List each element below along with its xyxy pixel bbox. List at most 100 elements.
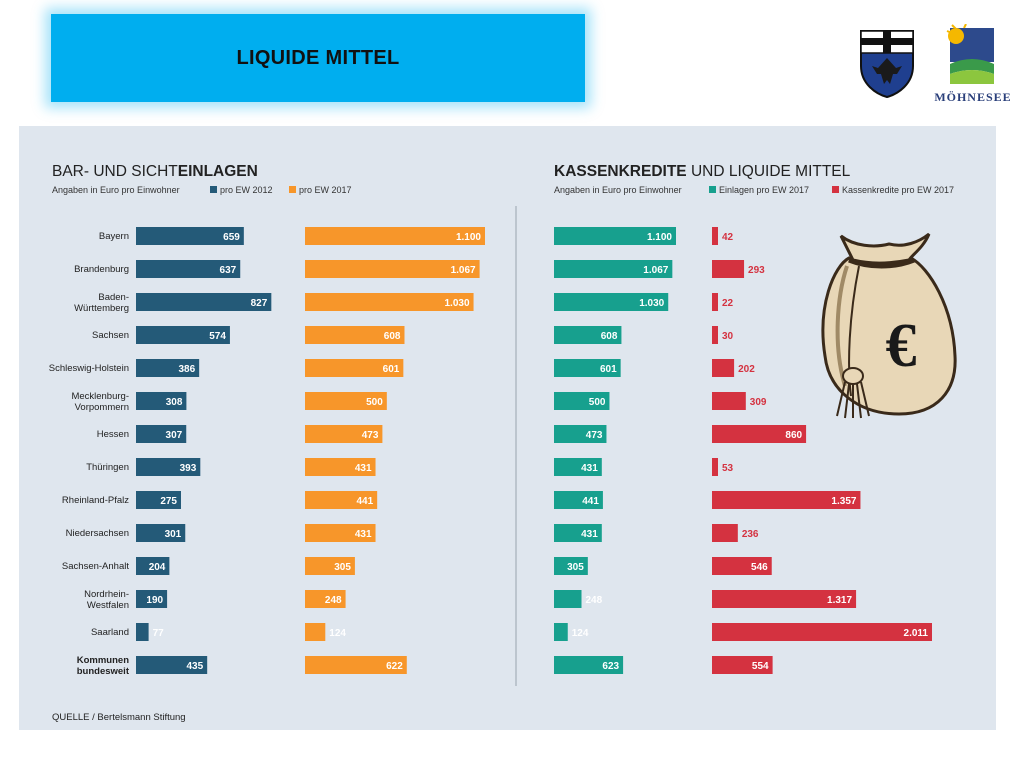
bar-right-einlagen — [554, 326, 622, 344]
data-label-left-2017: 1.030 — [445, 298, 470, 309]
data-label-right-kassenkredite: 309 — [750, 397, 767, 408]
bar-right-einlagen — [554, 656, 624, 674]
data-label-right-kassenkredite: 293 — [748, 265, 765, 276]
left-chart-title: BAR- UND SICHTEINLAGEN — [52, 163, 258, 180]
data-label-left-2017: 431 — [355, 529, 372, 540]
chart-canvas: BAR- UND SICHTEINLAGEN Angaben in Euro p… — [49, 163, 957, 723]
data-label-left-2012: 637 — [220, 265, 237, 276]
data-label-left-2017: 305 — [334, 562, 351, 573]
data-label-right-einlagen: 1.067 — [643, 265, 668, 276]
category-label: Sachsen — [92, 330, 129, 341]
right-legend-label-kassenkredite: Kassenkredite pro EW 2017 — [842, 185, 954, 195]
data-label-left-2017: 473 — [362, 430, 379, 441]
bar-right-kassenkredite — [712, 491, 861, 509]
right-chart-title: KASSENKREDITE UND LIQUIDE MITTEL — [554, 163, 851, 180]
data-label-right-einlagen: 1.030 — [639, 298, 664, 309]
data-label-right-einlagen: 441 — [582, 496, 599, 507]
category-label: Mecklenburg-Vorpommern — [71, 391, 129, 413]
bar-right-kassenkredite — [712, 590, 857, 608]
data-label-left-2017: 431 — [355, 463, 372, 474]
data-label-left-2012: 308 — [166, 397, 183, 408]
data-label-left-2017: 608 — [384, 331, 401, 342]
bar-right-einlagen — [554, 623, 568, 641]
data-label-left-2012: 659 — [223, 232, 240, 243]
bar-left-2017 — [305, 557, 355, 575]
bar-left-2017 — [305, 392, 387, 410]
data-label-right-einlagen: 305 — [567, 562, 584, 573]
bar-left-2012 — [136, 260, 241, 278]
data-label-right-einlagen: 124 — [572, 628, 589, 639]
bar-left-2017 — [305, 590, 346, 608]
data-label-right-einlagen: 1.100 — [647, 232, 672, 243]
bar-left-2017 — [305, 425, 383, 443]
category-label: Brandenburg — [74, 264, 129, 275]
category-label: Schleswig-Holstein — [49, 363, 129, 374]
data-label-left-2017: 601 — [383, 364, 400, 375]
bar-right-einlagen — [554, 458, 602, 476]
bar-right-kassenkredite — [712, 524, 738, 542]
data-label-left-2012: 307 — [166, 430, 183, 441]
bar-right-einlagen — [554, 425, 607, 443]
data-label-right-einlagen: 500 — [589, 397, 606, 408]
bar-left-2012 — [136, 359, 200, 377]
bar-right-kassenkredite — [712, 359, 735, 377]
bar-right-kassenkredite — [712, 326, 718, 344]
chart-image: BAR- UND SICHTEINLAGEN Angaben in Euro p… — [19, 126, 996, 730]
bar-right-kassenkredite — [712, 425, 807, 443]
data-label-left-2012: 204 — [149, 562, 166, 573]
bar-right-einlagen — [554, 392, 610, 410]
bar-left-2012 — [136, 326, 230, 344]
data-label-left-2012: 190 — [146, 595, 163, 606]
data-label-left-2017: 500 — [366, 397, 383, 408]
bar-right-einlagen — [554, 491, 603, 509]
data-label-right-kassenkredite: 236 — [742, 529, 759, 540]
bar-right-einlagen — [554, 557, 588, 575]
category-label: Rheinland-Pfalz — [62, 495, 129, 506]
data-label-left-2017: 248 — [325, 595, 342, 606]
data-label-right-einlagen: 601 — [600, 364, 617, 375]
data-label-left-2017: 1.100 — [456, 232, 481, 243]
bar-left-2017 — [305, 359, 404, 377]
money-bag-euro-icon: € — [821, 232, 957, 419]
data-label-right-kassenkredite: 42 — [722, 232, 734, 243]
bar-left-2017 — [305, 227, 485, 245]
data-label-right-kassenkredite: 202 — [738, 364, 755, 375]
bar-right-kassenkredite — [712, 557, 772, 575]
data-label-right-kassenkredite: 1.357 — [831, 496, 856, 507]
category-label: Bayern — [99, 231, 129, 242]
bar-left-2017 — [305, 458, 376, 476]
data-label-left-2017: 441 — [356, 496, 373, 507]
data-label-right-kassenkredite: 22 — [722, 298, 734, 309]
category-label: Sachsen-Anhalt — [62, 561, 129, 572]
bar-left-2012 — [136, 491, 181, 509]
data-label-left-2017: 1.067 — [451, 265, 476, 276]
bar-left-2017 — [305, 491, 378, 509]
data-label-left-2017: 124 — [329, 628, 346, 639]
category-label: Saarland — [91, 627, 129, 638]
bar-left-2012 — [136, 590, 168, 608]
category-label: Nordrhein-Westfalen — [84, 589, 129, 611]
bar-right-kassenkredite — [712, 458, 718, 476]
bar-right-kassenkredite — [712, 260, 745, 278]
chart-source: QUELLE / Bertelsmann Stiftung — [52, 712, 186, 723]
bar-left-2012 — [136, 293, 272, 311]
data-label-right-einlagen: 431 — [581, 529, 598, 540]
data-label-left-2012: 574 — [209, 331, 226, 342]
data-label-left-2012: 77 — [153, 628, 165, 639]
bar-left-2012 — [136, 425, 187, 443]
bar-left-2012 — [136, 656, 208, 674]
data-label-right-kassenkredite: 1.317 — [827, 595, 852, 606]
bar-right-einlagen — [554, 524, 602, 542]
data-label-left-2012: 393 — [180, 463, 197, 474]
bar-left-2017 — [305, 260, 480, 278]
bar-right-einlagen — [554, 227, 676, 245]
data-label-right-kassenkredite: 2.011 — [904, 628, 929, 639]
bar-left-2012 — [136, 392, 187, 410]
bar-right-kassenkredite — [712, 623, 932, 641]
bar-left-2017 — [305, 623, 326, 641]
bar-left-2012 — [136, 524, 186, 542]
bar-right-kassenkredite — [712, 227, 718, 245]
bar-left-2012 — [136, 458, 201, 476]
data-label-right-einlagen: 248 — [586, 595, 603, 606]
data-label-right-kassenkredite: 860 — [785, 430, 802, 441]
